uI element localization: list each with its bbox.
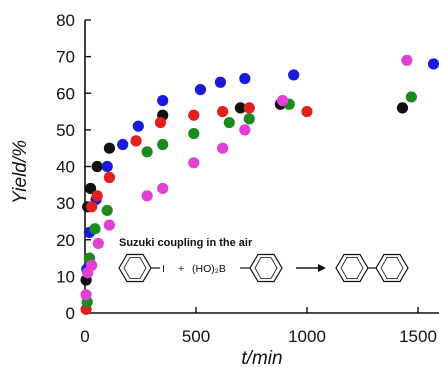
- data-point: [288, 69, 300, 81]
- data-point: [405, 91, 417, 103]
- arrow-head-icon: [318, 264, 326, 272]
- y-tick-label: 80: [56, 11, 75, 30]
- reaction-scheme: I + (HO)₂B: [118, 253, 409, 283]
- x-tick-label: 500: [182, 327, 210, 346]
- data-point: [101, 160, 113, 173]
- iodine-label: I: [162, 263, 165, 275]
- data-points: [80, 54, 439, 315]
- data-point: [214, 76, 227, 88]
- reaction-inset: Suzuki coupling in the air I + (HO)₂B: [118, 237, 409, 283]
- data-point: [301, 105, 313, 118]
- data-point: [217, 142, 229, 154]
- data-point: [154, 116, 167, 129]
- data-point: [103, 171, 116, 184]
- data-point: [276, 94, 289, 107]
- x-tick-label: 1500: [399, 327, 437, 346]
- data-point: [80, 289, 92, 301]
- data-point: [103, 142, 116, 154]
- data-point: [91, 160, 103, 173]
- series-5: [80, 54, 413, 301]
- data-point: [243, 113, 255, 125]
- boronic-acid-label: (HO)₂B: [192, 263, 226, 275]
- data-point: [188, 157, 200, 169]
- data-point: [84, 182, 97, 195]
- y-tick-label: 70: [56, 48, 75, 67]
- data-point: [243, 102, 255, 114]
- data-point: [401, 54, 413, 66]
- x-axis-label: t/min: [241, 348, 282, 367]
- axes: [84, 20, 439, 314]
- data-point: [86, 201, 98, 213]
- data-point: [217, 105, 229, 118]
- data-point: [157, 182, 169, 195]
- data-point: [194, 83, 207, 96]
- data-point: [86, 259, 98, 271]
- phenyl-ring-icon: [249, 253, 283, 283]
- y-tick-label: 50: [56, 121, 75, 140]
- data-point: [117, 138, 129, 151]
- data-point: [157, 94, 169, 107]
- data-point: [103, 219, 116, 231]
- data-point: [239, 73, 251, 85]
- series-3: [80, 102, 313, 315]
- series-4: [81, 91, 417, 308]
- data-point: [188, 109, 200, 121]
- x-tick-label: 1000: [288, 327, 326, 346]
- plus-sign: +: [178, 263, 184, 275]
- y-tick-label: 30: [56, 194, 75, 213]
- data-point: [91, 190, 103, 202]
- phenyl-inner-icon: [254, 257, 278, 279]
- biphenyl-inner-left-icon: [340, 257, 364, 279]
- x-tick-label: 0: [80, 327, 89, 346]
- data-point: [223, 116, 235, 129]
- data-point: [92, 237, 104, 250]
- data-point: [141, 190, 153, 202]
- data-point: [396, 102, 409, 114]
- y-tick-label: 0: [66, 304, 75, 323]
- data-point: [130, 135, 142, 147]
- data-point: [427, 58, 439, 70]
- y-tick-label: 10: [56, 267, 75, 286]
- data-point: [89, 223, 101, 235]
- y-tick-label: 40: [56, 158, 75, 177]
- axis-labels: t/min Yield/%: [10, 140, 283, 367]
- data-point: [239, 124, 251, 136]
- ticks: 0 10 20 30 40 50 60 70 80 0 500 1000 1500: [56, 11, 437, 346]
- data-point: [234, 102, 246, 114]
- y-axis-label: Yield/%: [10, 140, 31, 204]
- y-tick-label: 20: [56, 231, 75, 250]
- y-tick-label: 60: [56, 84, 75, 103]
- data-point: [132, 120, 144, 132]
- data-point: [141, 146, 153, 158]
- data-point: [101, 204, 113, 217]
- biphenyl-ring-right-icon: [375, 253, 409, 283]
- benzene-inner-icon: [123, 257, 147, 279]
- inset-title: Suzuki coupling in the air: [119, 237, 253, 249]
- data-point: [157, 138, 169, 151]
- biphenyl-inner-right-icon: [380, 257, 404, 279]
- data-point: [188, 127, 200, 140]
